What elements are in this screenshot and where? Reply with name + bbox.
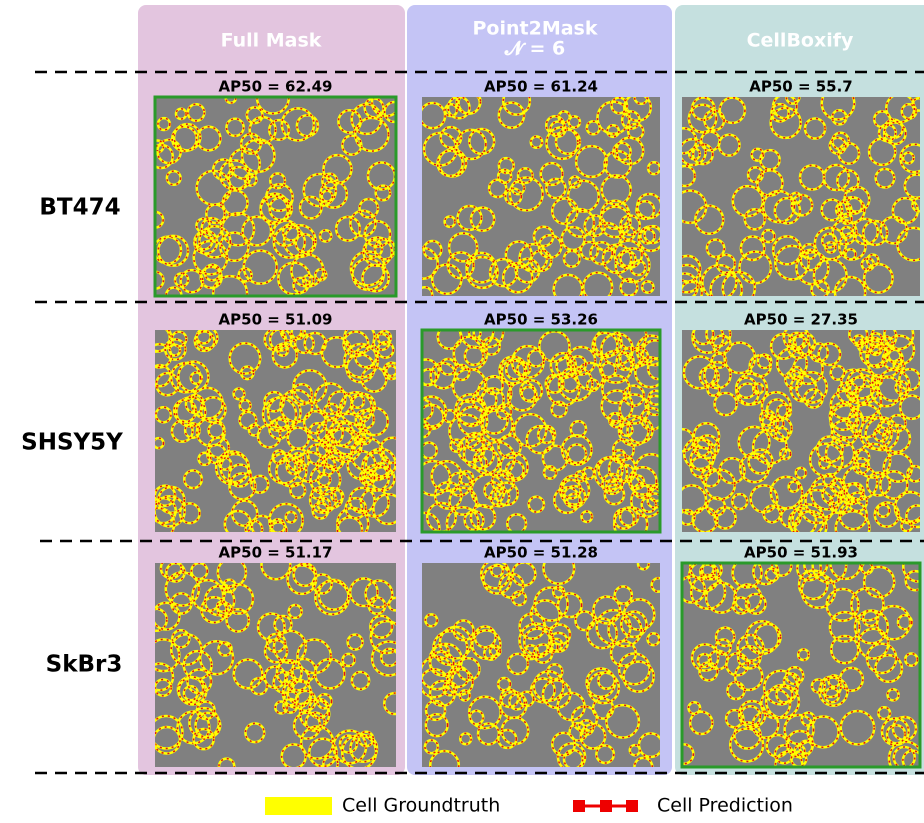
column-title: Full Mask [221,30,322,52]
cell-image [671,87,924,307]
cell-image [420,553,665,779]
score-label: AP50 = 51.93 [744,544,858,562]
cell-image [674,549,924,779]
cell-image [672,320,924,545]
score-label: AP50 = 51.28 [484,544,598,562]
score-label: AP50 = 51.09 [219,311,333,329]
legend-swatch [626,800,638,812]
legend-label: Cell Groundtruth [342,795,500,817]
cell-image [145,550,406,774]
score-label: AP50 = 53.26 [484,311,598,329]
score-label: AP50 = 61.24 [484,78,598,96]
score-label: AP50 = 51.17 [219,544,333,562]
column-subtitle: 𝓝 = 6 [504,38,566,60]
score-label: AP50 = 62.49 [219,78,333,96]
cell-image [142,320,405,541]
cell-image [409,315,669,544]
row-label: SHSY5Y [21,430,123,456]
image-background [422,330,660,532]
cell-image [147,82,405,310]
figure: Full Mask Point2Mask 𝓝 = 6 CellBoxify BT… [0,0,924,823]
column-title: CellBoxify [747,30,854,52]
legend-label: Cell Prediction [657,795,793,817]
legend-swatch [600,800,612,812]
column-title: Point2Mask [473,18,598,40]
legend-swatch [265,797,332,815]
row-label: SkBr3 [46,652,123,678]
row-label: BT474 [39,195,120,221]
legend-swatch [573,800,585,812]
cell-image [407,88,663,303]
score-label: AP50 = 55.7 [749,78,853,96]
score-label: AP50 = 27.35 [744,311,858,329]
